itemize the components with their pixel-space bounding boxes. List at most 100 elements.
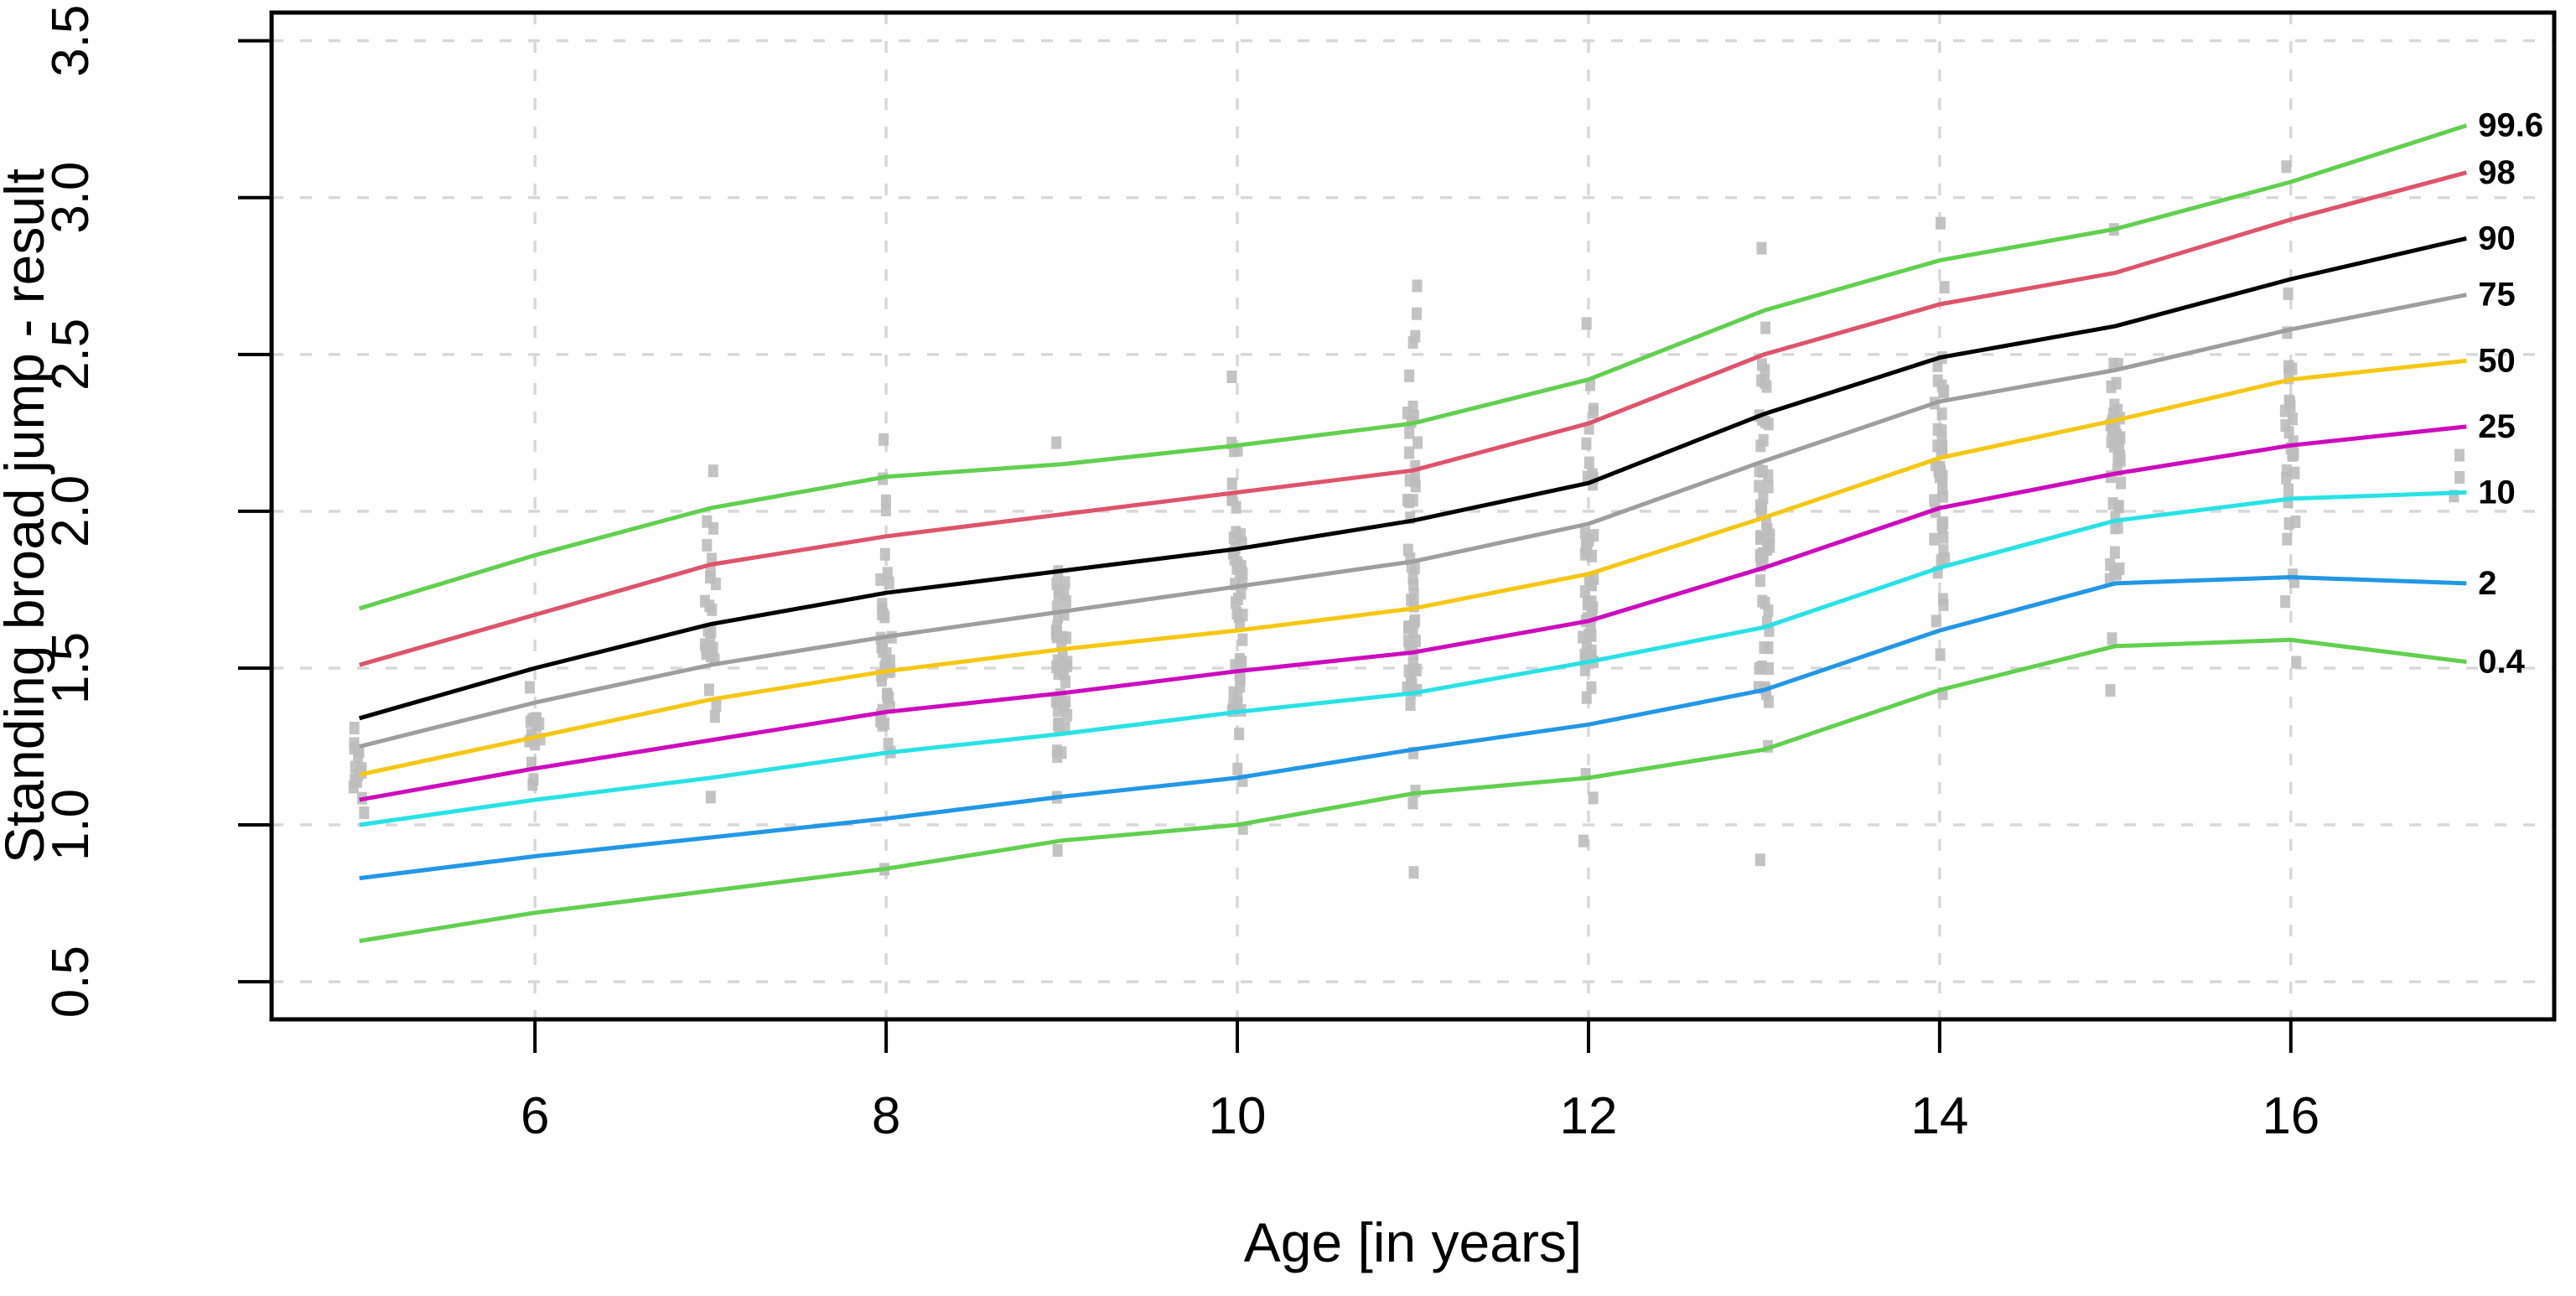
centile-line-99.6: [358, 123, 2468, 611]
y-tick-label: 2.0: [42, 475, 100, 547]
scatter-point: [530, 712, 541, 725]
scatter-point: [525, 681, 536, 694]
percentile-label-50: 50: [2478, 342, 2516, 379]
scatter-point: [1407, 796, 1418, 810]
scatter-point: [702, 538, 713, 552]
scatter-point: [1404, 369, 1415, 382]
scatter-point: [1583, 456, 1594, 469]
scatter-point: [1578, 834, 1589, 848]
scatter-point: [2107, 497, 2118, 511]
scatter-point: [1936, 407, 1947, 421]
scatter-point: [1589, 529, 1599, 542]
scatter-point: [1758, 464, 1768, 478]
scatter-point: [879, 717, 890, 730]
scatter-point: [879, 547, 890, 561]
scatter-point: [1588, 406, 1599, 419]
scatter-point: [1407, 572, 1418, 585]
scatter-point: [1051, 436, 1062, 449]
percentile-label-0.4: 0.4: [2478, 643, 2525, 680]
scatter-point: [1586, 681, 1597, 694]
scatter-point: [1929, 532, 1940, 546]
scatter-point: [1588, 791, 1599, 805]
scatter-point: [353, 769, 364, 781]
scatter-point: [2282, 532, 2293, 546]
scatter-point: [1226, 371, 1237, 383]
y-tick-label: 2.5: [42, 319, 100, 391]
scatter-point: [1055, 693, 1065, 707]
scatter-point: [1579, 663, 1590, 677]
scatter-point: [1932, 374, 1943, 387]
scatter-point: [1403, 635, 1414, 648]
scatter-point: [1233, 659, 1244, 672]
scatter-point: [707, 603, 718, 616]
scatter-point: [2109, 398, 2120, 412]
scatter-point: [2109, 546, 2120, 559]
y-tick-label: 3.5: [42, 5, 100, 77]
scatter-point: [1235, 672, 1246, 686]
scatter-point: [2280, 595, 2291, 609]
scatter-point: [2283, 484, 2294, 496]
percentile-label-75: 75: [2478, 277, 2516, 314]
percentile-label-98: 98: [2478, 154, 2516, 191]
scatter-point: [359, 806, 370, 820]
scatter-point: [882, 691, 893, 704]
scatter-point: [1585, 620, 1596, 634]
scatter-point: [530, 738, 541, 751]
scatter-point: [2281, 160, 2292, 174]
scatter-point: [1402, 494, 1412, 507]
scatter-point: [1404, 426, 1415, 439]
scatter-point: [2290, 516, 2301, 528]
scatter-point: [1765, 528, 1775, 542]
y-tick-label: 1.5: [42, 632, 100, 704]
scatter-point: [2116, 476, 2127, 490]
scatter-point: [1758, 491, 1769, 505]
scatter-point: [2285, 400, 2296, 413]
scatter-point: [1758, 433, 1769, 447]
scatter-point: [1228, 686, 1239, 699]
scatter-point: [1052, 844, 1063, 857]
scatter-point: [2289, 466, 2300, 480]
scatter-point: [349, 722, 360, 734]
scatter-point: [1935, 648, 1946, 661]
scatter-point: [699, 638, 710, 651]
percentile-labels-layer: 99.6 98 90 75 50 25 10 2 0.4: [2478, 107, 2543, 681]
x-tick-label: 16: [2262, 1087, 2319, 1145]
scatter-point: [1754, 853, 1765, 867]
scatter-point: [1232, 762, 1243, 775]
percentile-label-90: 90: [2478, 220, 2516, 257]
scatter-point: [2283, 287, 2294, 300]
centile-line-10: [359, 490, 2467, 827]
scatter-point: [2105, 684, 2116, 697]
scatter-point: [1579, 547, 1590, 561]
scatter-point: [2115, 454, 2126, 467]
scatter-point: [2107, 632, 2117, 645]
scatter-point: [1757, 358, 1767, 371]
scatter-point: [1411, 663, 1422, 677]
scatter-point: [1931, 614, 1941, 628]
centile-line-90: [359, 236, 2467, 721]
centile-line-98: [359, 170, 2467, 667]
scatter-point: [711, 698, 722, 712]
scatter-point: [528, 773, 539, 786]
y-tick-label: 3.0: [42, 162, 100, 234]
y-tick-label: 0.5: [42, 946, 100, 1018]
scatter-point: [1412, 279, 1423, 293]
scatter-point: [2114, 562, 2125, 576]
scatter-point: [1579, 526, 1590, 540]
scatter-point: [1936, 216, 1946, 230]
scatter-point: [1938, 531, 1949, 544]
scatter-point: [526, 756, 536, 770]
scatter-point: [1760, 321, 1771, 334]
centile-line-0.4: [359, 637, 2467, 943]
scatter-point: [1405, 698, 1416, 711]
scatter-point: [2112, 428, 2122, 442]
scatter-point: [2283, 360, 2294, 373]
scatter-point: [1937, 476, 1948, 489]
percentile-label-10: 10: [2478, 474, 2516, 511]
scatter-point: [1412, 436, 1423, 449]
axis-layer: 6 8 10 12 14 16 0.5 1.0 1.5 2.0 2.5 3.0 3.5: [42, 5, 2557, 1145]
plot-box: [269, 10, 2557, 1022]
scatter-point: [1233, 609, 1244, 623]
x-tick-label: 12: [1559, 1087, 1617, 1145]
